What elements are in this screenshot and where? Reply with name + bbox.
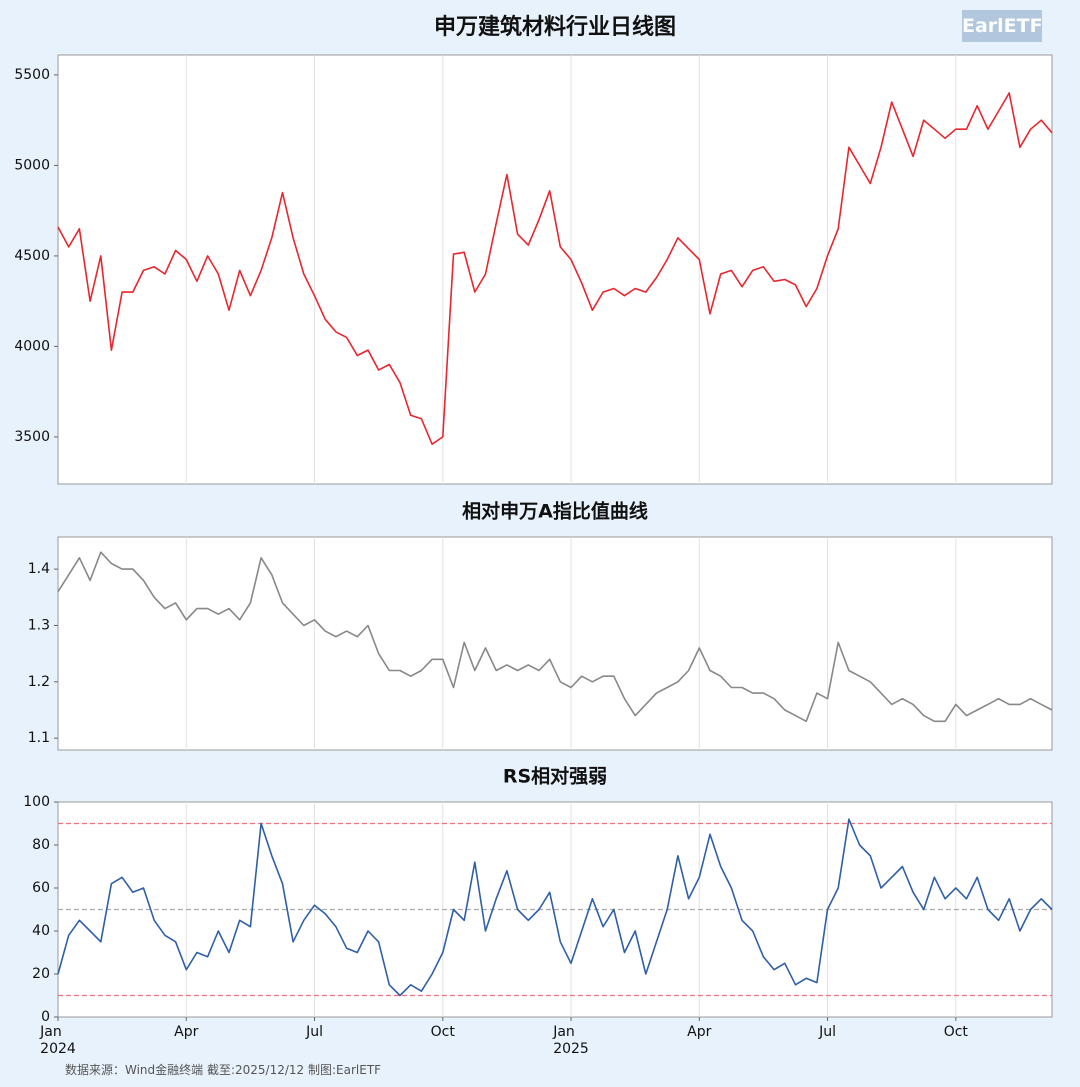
series-line <box>57 818 1053 997</box>
y-tick-label: 1.3 <box>28 617 50 633</box>
y-tick-label: 1.1 <box>28 730 50 746</box>
series-line <box>57 92 1053 445</box>
y-tick-label: 60 <box>32 880 50 896</box>
x-tick-label: Jan 2024 <box>40 1024 76 1057</box>
y-tick-label: 1.4 <box>28 561 50 577</box>
chart-title: 相对申万A指比值曲线 <box>462 500 648 523</box>
x-tick-label: Oct <box>943 1024 968 1040</box>
x-tick-label: Oct <box>430 1024 455 1040</box>
y-tick-label: 40 <box>32 923 50 939</box>
y-tick-label: 5000 <box>14 157 50 173</box>
x-tick-label: Apr <box>687 1024 712 1040</box>
y-tick-label: 100 <box>23 794 50 810</box>
plot-area <box>57 54 1053 485</box>
chart-title: RS相对强弱 <box>503 765 607 788</box>
source-note: 数据来源：Wind金融终端 截至:2025/12/12 制图:EarlETF <box>65 1063 382 1077</box>
y-tick-label: 3500 <box>14 429 50 445</box>
x-tick-label: Apr <box>174 1024 199 1040</box>
y-tick-label: 80 <box>32 837 50 853</box>
y-tick-label: 20 <box>32 966 50 982</box>
series-line <box>57 551 1053 723</box>
y-tick-label: 1.2 <box>28 674 50 690</box>
y-tick-label: 4000 <box>14 338 50 354</box>
y-tick-label: 5500 <box>14 67 50 83</box>
y-tick-label: 4500 <box>14 248 50 264</box>
watermark: EarlETF <box>962 10 1043 42</box>
chart-title: 申万建筑材料行业日线图 <box>434 14 676 40</box>
y-tick-label: 0 <box>41 1009 50 1025</box>
plot-area <box>57 536 1053 751</box>
x-tick-label: Jan 2025 <box>553 1024 589 1057</box>
x-tick-label: Jul <box>306 1024 323 1040</box>
x-tick-label: Jul <box>819 1024 836 1040</box>
